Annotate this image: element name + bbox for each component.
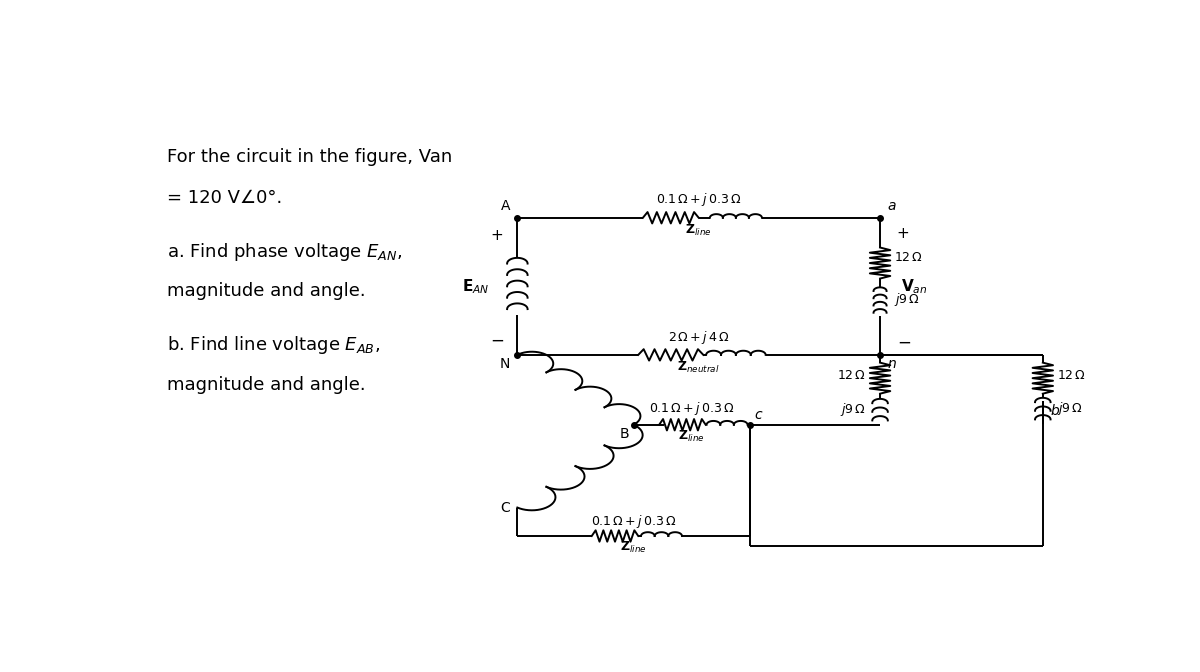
Text: $-$: $-$: [896, 333, 911, 351]
Text: $12\,\Omega$: $12\,\Omega$: [1057, 369, 1086, 382]
Text: n: n: [888, 358, 896, 372]
Text: a: a: [888, 199, 896, 212]
Text: +: +: [896, 226, 910, 241]
Text: +: +: [491, 228, 503, 243]
Text: c: c: [755, 408, 762, 422]
Text: b. Find line voltage $E_{AB}$,: b. Find line voltage $E_{AB}$,: [167, 334, 380, 356]
Text: magnitude and angle.: magnitude and angle.: [167, 282, 365, 300]
Text: $j9\,\Omega$: $j9\,\Omega$: [894, 291, 920, 308]
Text: $12\,\Omega$: $12\,\Omega$: [838, 369, 866, 382]
Text: $\mathbf{Z}_{line}$: $\mathbf{Z}_{line}$: [685, 223, 712, 238]
Text: $j9\,\Omega$: $j9\,\Omega$: [1057, 400, 1082, 417]
Text: $\mathbf{E}_{AN}$: $\mathbf{E}_{AN}$: [462, 277, 490, 296]
Text: A: A: [500, 199, 510, 212]
Text: $0.1\,\Omega + j\,0.3\,\Omega$: $0.1\,\Omega + j\,0.3\,\Omega$: [656, 192, 742, 208]
Text: $\mathbf{Z}_{neutral}$: $\mathbf{Z}_{neutral}$: [678, 360, 720, 375]
Text: B: B: [619, 427, 629, 442]
Text: $\mathbf{Z}_{line}$: $\mathbf{Z}_{line}$: [620, 540, 647, 555]
Text: $12\,\Omega$: $12\,\Omega$: [894, 251, 923, 264]
Text: C: C: [500, 501, 510, 515]
Text: $\mathbf{Z}_{line}$: $\mathbf{Z}_{line}$: [678, 429, 706, 444]
Text: $2\,\Omega + j\,4\,\Omega$: $2\,\Omega + j\,4\,\Omega$: [668, 329, 730, 345]
Text: b: b: [1050, 404, 1058, 418]
Text: = 120 V∠0°.: = 120 V∠0°.: [167, 190, 282, 207]
Text: For the circuit in the figure, Van: For the circuit in the figure, Van: [167, 148, 452, 166]
Text: N: N: [499, 358, 510, 372]
Text: a. Find phase voltage $E_{AN}$,: a. Find phase voltage $E_{AN}$,: [167, 241, 402, 263]
Text: $\mathbf{V}_{an}$: $\mathbf{V}_{an}$: [900, 277, 928, 296]
Text: $j9\,\Omega$: $j9\,\Omega$: [840, 401, 866, 418]
Text: $0.1\,\Omega + j\,0.3\,\Omega$: $0.1\,\Omega + j\,0.3\,\Omega$: [649, 401, 734, 417]
Text: magnitude and angle.: magnitude and angle.: [167, 376, 365, 394]
Text: $-$: $-$: [490, 331, 504, 348]
Text: $0.1\,\Omega + j\,0.3\,\Omega$: $0.1\,\Omega + j\,0.3\,\Omega$: [590, 513, 677, 530]
